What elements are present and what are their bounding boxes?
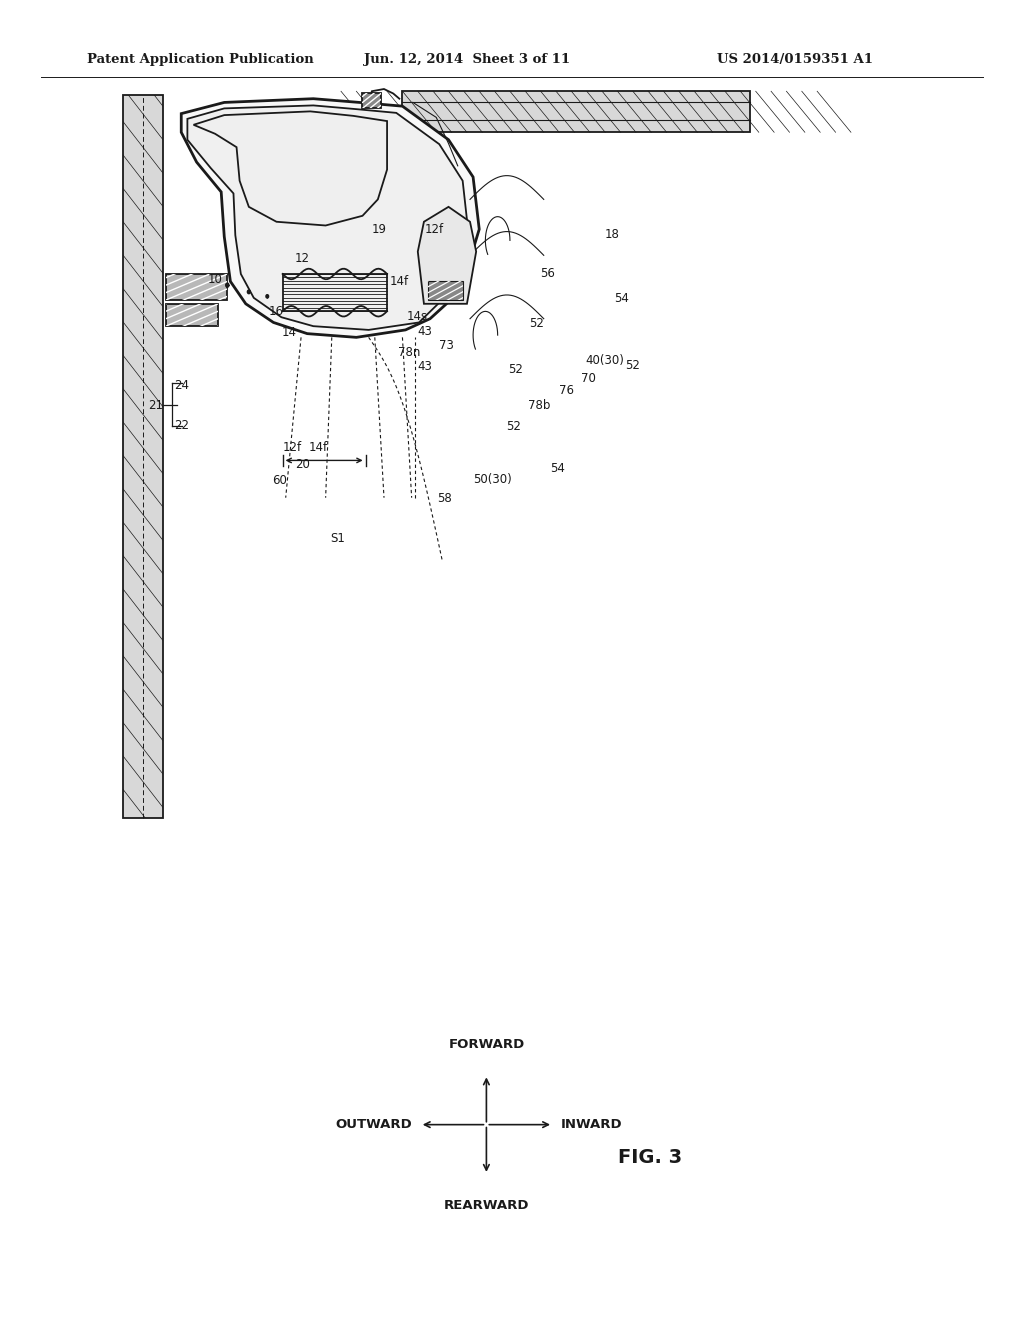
Text: Patent Application Publication: Patent Application Publication	[87, 53, 313, 66]
Polygon shape	[166, 304, 218, 326]
Text: 52: 52	[625, 359, 640, 372]
Text: 54: 54	[614, 292, 630, 305]
Text: 78n: 78n	[398, 346, 421, 359]
Text: Jun. 12, 2014  Sheet 3 of 11: Jun. 12, 2014 Sheet 3 of 11	[364, 53, 569, 66]
Polygon shape	[428, 281, 463, 300]
Text: 43: 43	[418, 360, 432, 374]
Polygon shape	[194, 111, 387, 226]
Polygon shape	[187, 106, 468, 330]
Text: 54: 54	[550, 462, 565, 475]
Text: FORWARD: FORWARD	[449, 1038, 524, 1051]
Circle shape	[266, 294, 268, 298]
Text: S1: S1	[331, 532, 345, 545]
Text: US 2014/0159351 A1: US 2014/0159351 A1	[717, 53, 872, 66]
Polygon shape	[181, 99, 479, 338]
Text: 14s: 14s	[407, 310, 427, 323]
Circle shape	[248, 290, 250, 293]
Text: 73: 73	[439, 339, 454, 352]
Polygon shape	[123, 95, 163, 818]
Text: 56: 56	[541, 267, 555, 280]
Text: 12f: 12f	[283, 441, 301, 454]
Circle shape	[226, 284, 228, 286]
Text: 18: 18	[605, 228, 620, 242]
Text: 16: 16	[269, 305, 284, 318]
Text: 76: 76	[559, 384, 574, 397]
Text: 21: 21	[148, 399, 163, 412]
Polygon shape	[362, 94, 381, 108]
Text: 43: 43	[418, 325, 432, 338]
Text: 14: 14	[282, 326, 296, 339]
Polygon shape	[362, 94, 381, 108]
Polygon shape	[418, 207, 476, 304]
Text: 14f: 14f	[309, 441, 328, 454]
Text: 10: 10	[208, 273, 222, 286]
Polygon shape	[402, 91, 750, 132]
Text: 40(30): 40(30)	[586, 354, 625, 367]
Text: 19: 19	[372, 223, 387, 236]
Polygon shape	[123, 95, 163, 818]
Text: 52: 52	[529, 317, 544, 330]
Text: FIG. 3: FIG. 3	[618, 1148, 682, 1167]
Text: 50(30): 50(30)	[473, 473, 512, 486]
Text: 14f: 14f	[390, 275, 409, 288]
Polygon shape	[428, 281, 463, 300]
Text: OUTWARD: OUTWARD	[335, 1118, 412, 1131]
Polygon shape	[166, 275, 227, 300]
Text: 20: 20	[295, 458, 309, 471]
Text: 12f: 12f	[425, 223, 444, 236]
Text: 58: 58	[437, 492, 452, 506]
Text: 52: 52	[508, 363, 522, 376]
Text: REARWARD: REARWARD	[443, 1199, 529, 1212]
Text: INWARD: INWARD	[561, 1118, 623, 1131]
Text: 22: 22	[174, 418, 189, 432]
Text: 24: 24	[174, 379, 189, 392]
Text: 60: 60	[272, 474, 287, 487]
Polygon shape	[166, 275, 227, 300]
Polygon shape	[166, 304, 218, 326]
Text: 70: 70	[581, 372, 596, 385]
Text: 12: 12	[295, 252, 309, 265]
Text: 52: 52	[507, 420, 521, 433]
Text: 78b: 78b	[528, 399, 551, 412]
